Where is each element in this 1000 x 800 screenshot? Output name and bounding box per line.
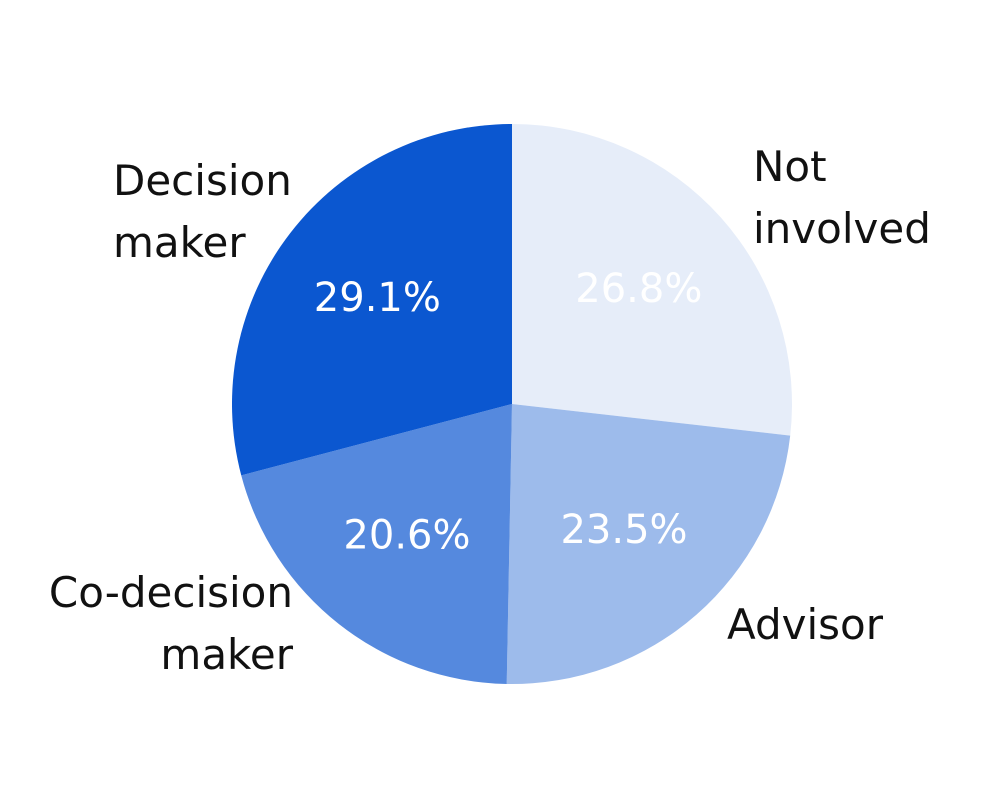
value-label: 23.5% (560, 507, 687, 553)
slice-label: Advisor (727, 600, 884, 649)
slice-label: Co-decision maker (48, 568, 293, 679)
value-label: 20.6% (343, 513, 470, 559)
value-label: 29.1% (314, 275, 441, 321)
pie-slice (241, 404, 513, 684)
pie-slice (231, 124, 512, 476)
slice-label: Decision maker (113, 156, 292, 267)
value-label: 26.8% (575, 266, 702, 312)
pie-slice (512, 124, 792, 436)
slice-label: Not involved (753, 142, 931, 253)
pie-slice (506, 404, 791, 684)
